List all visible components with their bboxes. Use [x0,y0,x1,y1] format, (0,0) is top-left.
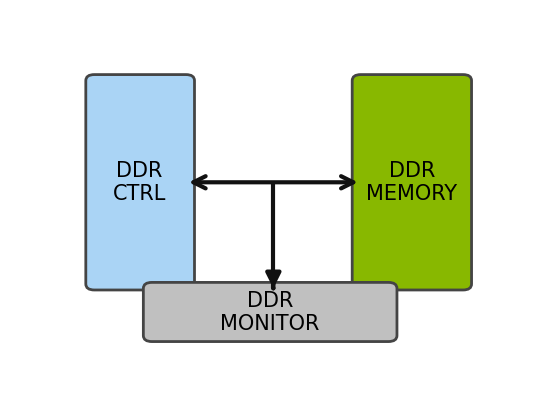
Text: DDR
MONITOR: DDR MONITOR [220,290,320,334]
Text: DDR
MEMORY: DDR MEMORY [366,161,458,204]
FancyBboxPatch shape [352,74,471,290]
FancyBboxPatch shape [86,74,195,290]
Text: DDR
CTRL: DDR CTRL [112,161,166,204]
FancyBboxPatch shape [144,282,397,342]
